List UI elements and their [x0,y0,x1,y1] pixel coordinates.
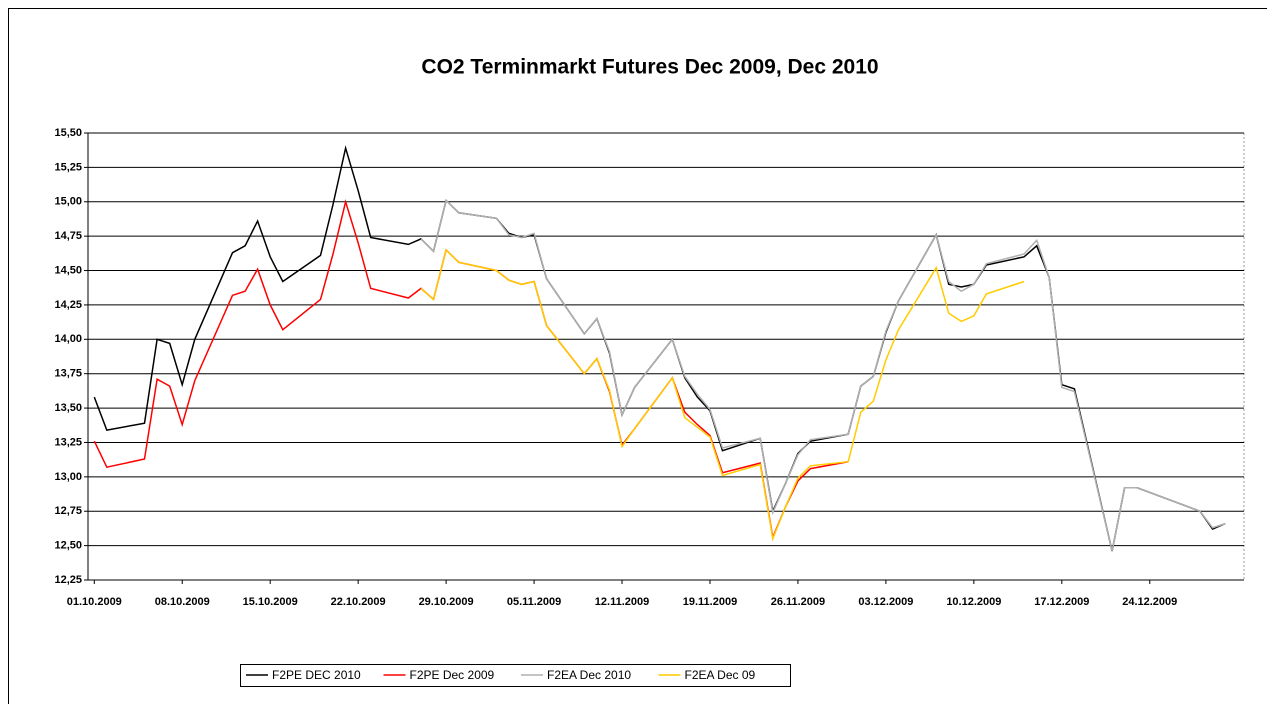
x-tick-label: 10.12.2009 [946,596,1001,608]
y-tick-label: 12,25 [54,574,82,586]
x-tick-label: 01.10.2009 [67,596,122,608]
series-line [420,198,1226,552]
x-tick-label: 29.10.2009 [419,596,474,608]
x-tick-label: 05.11.2009 [507,596,561,608]
y-tick-label: 14,00 [54,333,82,345]
series-line [93,145,1226,552]
x-tick-label: 22.10.2009 [331,596,386,608]
x-tick-label: 26.11.2009 [771,596,825,608]
y-tick-label: 13,50 [54,402,82,414]
chart-frame [8,8,1267,704]
x-tick-label: 15.10.2009 [243,596,298,608]
chart-title: CO2 Terminmarkt Futures Dec 2009, Dec 20… [421,56,878,79]
plot-area [87,132,1245,581]
legend-box [240,664,791,687]
y-tick-label: 14,75 [54,230,82,242]
x-tick-label: 08.10.2009 [155,596,210,608]
y-tick-label: 13,25 [54,436,82,448]
x-tick-label: 17.12.2009 [1034,596,1089,608]
y-tick-label: 14,25 [54,299,82,311]
y-tick-label: 15,25 [54,161,82,173]
x-tick-label: 24.12.2009 [1122,596,1177,608]
series-line [420,248,1025,542]
x-tick-label: 03.12.2009 [858,596,913,608]
x-tick-label: 12.11.2009 [595,596,649,608]
legend-label: F2EA Dec 09 [685,668,756,682]
y-tick-label: 15,50 [54,127,82,139]
y-tick-label: 12,75 [54,505,82,517]
x-tick-label: 19.11.2009 [683,596,737,608]
y-tick-label: 13,00 [54,471,82,483]
series-line [93,198,849,541]
legend-label: F2PE Dec 2009 [410,668,495,682]
legend-label: F2PE DEC 2010 [272,668,361,682]
y-tick-label: 14,50 [54,264,82,276]
y-tick-label: 13,75 [54,368,82,380]
y-tick-label: 12,50 [54,540,82,552]
y-tick-label: 15,00 [54,196,82,208]
legend-label: F2EA Dec 2010 [547,668,631,682]
